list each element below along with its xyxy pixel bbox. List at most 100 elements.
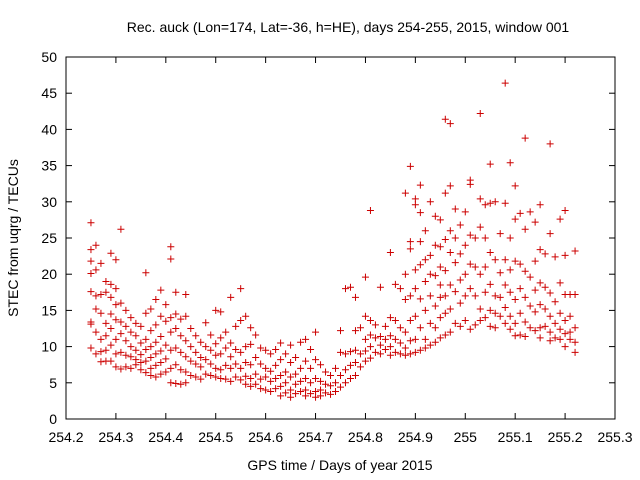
data-point <box>406 292 414 300</box>
data-point <box>87 219 95 227</box>
data-point <box>556 215 564 223</box>
data-point <box>561 317 569 325</box>
y-tick-label: 15 <box>41 302 57 318</box>
data-point <box>431 324 439 332</box>
data-point <box>302 374 310 382</box>
data-point <box>232 360 240 368</box>
data-point <box>556 279 564 287</box>
data-point <box>556 309 564 317</box>
data-point <box>157 312 165 320</box>
data-point <box>401 351 409 359</box>
data-point <box>132 346 140 354</box>
data-point <box>496 269 504 277</box>
data-point <box>456 276 464 284</box>
data-point <box>536 279 544 287</box>
data-point <box>346 374 354 382</box>
data-point <box>511 332 519 340</box>
data-point <box>401 344 409 352</box>
data-point <box>112 350 120 358</box>
plot-frame <box>65 56 616 420</box>
data-point <box>436 263 444 271</box>
data-point <box>92 305 100 313</box>
data-point <box>446 281 454 289</box>
data-point <box>541 283 549 291</box>
data-point <box>506 266 514 274</box>
data-point <box>307 390 315 398</box>
data-point <box>486 160 494 168</box>
data-point <box>247 324 255 332</box>
data-point <box>147 364 155 372</box>
data-point <box>337 327 344 335</box>
data-point <box>227 377 235 385</box>
data-point <box>162 355 170 363</box>
data-point <box>421 256 429 264</box>
y-tick-label: 40 <box>41 121 57 137</box>
data-point <box>411 266 419 274</box>
data-point <box>516 260 524 268</box>
data-point <box>426 319 434 327</box>
data-point <box>546 312 554 320</box>
data-point <box>561 206 569 214</box>
data-point <box>496 293 504 301</box>
data-point <box>521 293 529 301</box>
data-point <box>371 321 379 329</box>
data-point <box>471 263 479 271</box>
data-point <box>252 370 260 378</box>
data-point <box>381 345 389 353</box>
data-point <box>112 316 120 324</box>
data-point <box>376 332 384 340</box>
data-point <box>137 322 145 330</box>
data-point <box>371 334 379 342</box>
data-point <box>247 361 255 369</box>
data-point <box>436 281 444 289</box>
data-point <box>167 379 175 387</box>
data-point <box>117 318 125 326</box>
data-point <box>481 201 489 209</box>
data-point <box>451 319 459 327</box>
data-point <box>112 256 120 264</box>
data-point <box>97 309 105 317</box>
data-point <box>277 372 285 380</box>
data-point <box>541 305 549 313</box>
data-point <box>327 372 335 380</box>
data-point <box>506 159 514 167</box>
data-point <box>277 382 285 390</box>
data-point <box>546 328 554 336</box>
data-point <box>511 319 519 327</box>
data-point <box>167 255 175 263</box>
data-point <box>107 293 115 301</box>
data-point <box>127 328 135 336</box>
data-point <box>546 140 554 148</box>
data-point <box>456 299 464 307</box>
data-point <box>461 208 469 216</box>
data-point <box>361 273 369 281</box>
data-point <box>172 380 180 388</box>
x-tick-label: 254.3 <box>98 429 133 445</box>
data-point <box>97 348 105 356</box>
data-point <box>192 332 200 340</box>
data-point <box>317 377 325 385</box>
data-point <box>551 253 559 261</box>
data-point <box>426 270 434 278</box>
data-point <box>446 328 454 336</box>
data-point <box>157 370 165 378</box>
data-point <box>287 359 295 367</box>
data-point <box>461 317 469 325</box>
data-point <box>411 335 419 343</box>
data-point <box>411 285 419 293</box>
y-tick-label: 25 <box>41 230 57 246</box>
data-point <box>257 385 265 393</box>
data-point <box>107 249 115 257</box>
data-point <box>262 373 270 381</box>
data-point <box>476 305 484 313</box>
data-point <box>446 248 454 256</box>
data-point <box>456 322 464 330</box>
data-point <box>436 216 444 224</box>
data-point <box>202 356 210 364</box>
data-point <box>466 231 474 239</box>
data-point <box>396 285 404 293</box>
data-point <box>152 373 160 381</box>
data-point <box>112 363 120 371</box>
data-point <box>282 379 290 387</box>
